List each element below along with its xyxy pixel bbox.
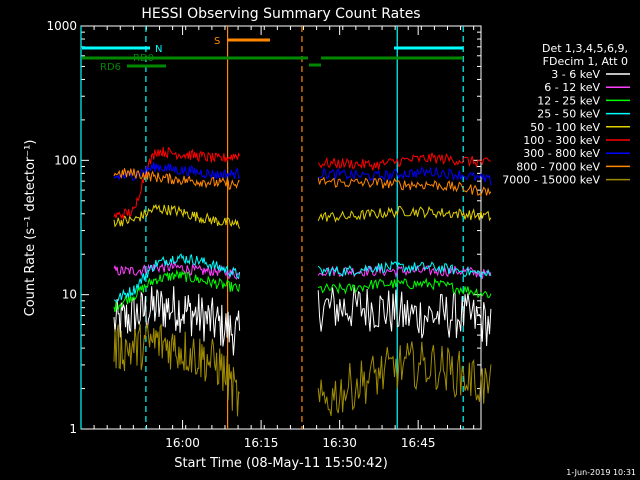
x-axis-label: Start Time (08-May-11 15:50:42) [174, 456, 388, 471]
x-tick-label: 16:15 [244, 436, 279, 450]
series-line [113, 253, 241, 303]
series-line [317, 341, 492, 417]
series-line [317, 260, 492, 279]
x-tick-label: 16:45 [401, 436, 436, 450]
legend-label: 25 - 50 keV [537, 108, 600, 121]
series-line [317, 205, 492, 223]
annotation-label: RD0 [133, 53, 154, 64]
legend-label: 800 - 7000 keV [516, 160, 600, 173]
chart-title: HESSI Observing Summary Count Rates [141, 6, 420, 22]
legend-header-line1: Det 1,3,4,5,6,9, [542, 42, 628, 55]
series-line [113, 323, 240, 417]
series-line [317, 152, 491, 171]
legend-label: 12 - 25 keV [537, 94, 600, 107]
y-tick-label: 1000 [46, 19, 77, 33]
series-line [318, 166, 492, 186]
legend-label: 6 - 12 keV [544, 81, 600, 94]
plot-area: 1 10 100 1000 16:00 16:15 16:30 16:45 N RD6 RD0 S [46, 19, 492, 450]
series-line [113, 146, 241, 220]
legend-label: 7000 - 15000 keV [502, 174, 600, 187]
legend-header-line2: FDecim 1, Att 0 [543, 55, 628, 68]
series-line [113, 162, 240, 182]
series-line [317, 176, 492, 197]
series-line [317, 277, 492, 299]
y-tick-label: 100 [54, 153, 77, 167]
annotation-label: S [214, 36, 220, 47]
series-line [113, 168, 240, 191]
series-line [317, 284, 492, 347]
y-axis-label: Count Rate (s⁻¹ detector⁻¹) [23, 140, 38, 317]
x-tick-label: 16:00 [165, 436, 200, 450]
series-line [113, 268, 241, 312]
y-tick-label: 1 [69, 422, 77, 436]
legend-label: 50 - 100 keV [530, 121, 600, 134]
series-line [113, 260, 240, 280]
annotation-label: N [155, 44, 162, 55]
legend-label: 100 - 300 keV [523, 134, 600, 147]
footer-date: 1-Jun-2019 10:31 [566, 468, 636, 477]
y-tick-label: 10 [62, 288, 77, 302]
x-tick-label: 16:30 [322, 436, 357, 450]
annotation-label: RD6 [100, 62, 121, 73]
legend-label: 3 - 6 keV [551, 68, 600, 81]
legend-label: 300 - 800 keV [523, 147, 600, 160]
series-line [113, 203, 241, 229]
